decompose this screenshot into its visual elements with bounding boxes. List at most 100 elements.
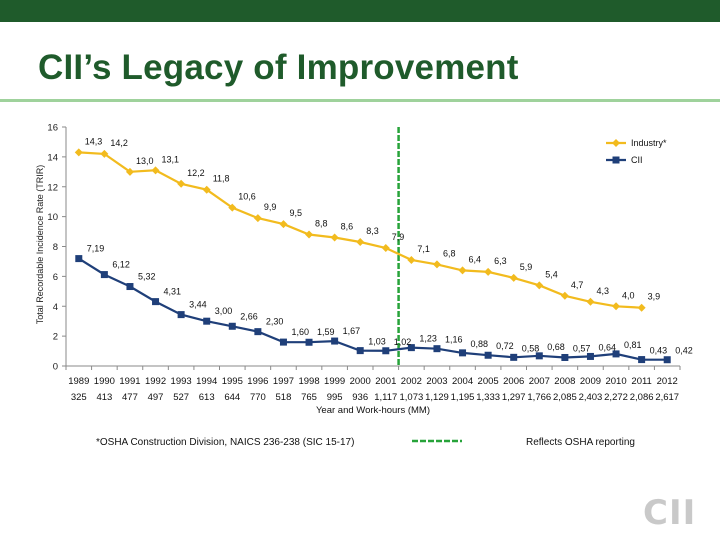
x-tick-label-year: 1996: [247, 376, 268, 387]
data-point-cii: [638, 356, 646, 364]
data-label-industry: 5,4: [545, 269, 558, 279]
data-point-industry: [100, 149, 109, 158]
data-label-cii: 5,32: [138, 272, 156, 282]
x-tick-label-workhours: 527: [173, 392, 189, 403]
x-tick-label-workhours: 1,766: [527, 392, 551, 403]
data-label-cii: 0,58: [522, 343, 540, 353]
data-point-industry: [305, 230, 314, 239]
data-label-cii: 3,00: [215, 306, 233, 316]
data-point-industry: [228, 203, 237, 212]
data-point-cii: [279, 338, 287, 346]
data-point-cii: [663, 356, 671, 364]
x-tick-label-workhours: 613: [199, 392, 215, 403]
data-label-industry: 6,4: [469, 254, 482, 264]
page-title: CII’s Legacy of Improvement: [38, 48, 519, 87]
legend-label-cii: CII: [631, 155, 643, 165]
data-label-cii: 0,68: [547, 342, 565, 352]
data-point-cii: [100, 271, 108, 279]
x-tick-label-year: 1992: [145, 376, 166, 387]
reference-line-note: Reflects OSHA reporting: [526, 437, 635, 448]
data-point-cii: [203, 317, 211, 325]
data-label-industry: 14,3: [85, 136, 103, 146]
data-label-cii: 7,19: [87, 244, 105, 254]
data-label-cii: 0,42: [675, 346, 693, 356]
data-label-industry: 12,2: [187, 168, 205, 178]
data-point-industry: [381, 243, 390, 252]
x-tick-label-year: 1998: [298, 376, 319, 387]
x-tick-label-workhours: 325: [71, 392, 87, 403]
data-point-industry: [432, 260, 441, 269]
y-tick-label: 4: [53, 302, 58, 313]
data-label-industry: 9,9: [264, 202, 277, 212]
x-tick-label-workhours: 1,073: [399, 392, 423, 403]
data-label-cii: 6,12: [112, 260, 130, 270]
x-tick-label-workhours: 1,333: [476, 392, 500, 403]
y-tick-label: 6: [53, 272, 58, 283]
data-label-cii: 0,72: [496, 341, 514, 351]
y-tick-label: 12: [47, 182, 58, 193]
data-label-cii: 1,60: [291, 327, 309, 337]
data-point-cii: [126, 283, 134, 291]
data-point-cii: [75, 255, 83, 263]
data-point-cii: [459, 349, 467, 357]
data-label-industry: 8,8: [315, 219, 328, 229]
x-axis-label: Year and Work-hours (MM): [316, 405, 430, 416]
data-point-cii: [228, 322, 236, 330]
x-tick-label-workhours: 2,086: [630, 392, 654, 403]
data-label-cii: 2,66: [240, 311, 258, 321]
data-label-industry: 7,1: [417, 244, 430, 254]
x-tick-label-workhours: 765: [301, 392, 317, 403]
data-point-cii: [177, 311, 185, 319]
x-tick-label-workhours: 995: [327, 392, 343, 403]
legend-marker-industry: [612, 139, 620, 147]
x-tick-label-year: 2009: [580, 376, 601, 387]
data-label-industry: 4,3: [596, 286, 609, 296]
x-tick-label-year: 2000: [350, 376, 371, 387]
x-tick-label-year: 2002: [401, 376, 422, 387]
y-tick-label: 0: [53, 362, 58, 373]
data-label-cii: 1,02: [394, 337, 412, 347]
data-point-cii: [484, 351, 492, 359]
x-tick-label-year: 2003: [426, 376, 447, 387]
data-label-industry: 11,8: [213, 174, 230, 184]
data-point-cii: [356, 347, 364, 355]
data-point-cii: [305, 338, 313, 346]
data-label-cii: 3,44: [189, 300, 207, 310]
x-tick-label-workhours: 518: [276, 392, 292, 403]
x-tick-label-workhours: 413: [96, 392, 112, 403]
x-tick-label-workhours: 497: [148, 392, 164, 403]
data-point-industry: [637, 303, 646, 312]
x-tick-label-year: 2004: [452, 376, 473, 387]
series-line-industry: [78, 151, 642, 309]
x-tick-label-workhours: 1,129: [425, 392, 449, 403]
data-point-industry: [612, 302, 621, 311]
data-point-industry: [356, 238, 365, 247]
data-label-cii: 0,81: [624, 340, 642, 350]
legend-marker-cii: [612, 156, 620, 164]
data-point-industry: [253, 214, 262, 223]
x-tick-label-workhours: 1,297: [502, 392, 526, 403]
data-label-cii: 1,23: [419, 334, 437, 344]
data-point-industry: [177, 179, 186, 188]
data-point-industry: [586, 297, 595, 306]
y-tick-label: 10: [47, 212, 58, 223]
data-label-cii: 0,43: [650, 346, 668, 356]
x-tick-label-year: 1991: [119, 376, 140, 387]
data-label-cii: 4,31: [164, 287, 182, 297]
data-point-industry: [151, 166, 160, 175]
x-tick-label-year: 1995: [222, 376, 243, 387]
x-tick-label-workhours: 936: [352, 392, 368, 403]
data-label-cii: 2,30: [266, 317, 284, 327]
data-label-industry: 4,0: [622, 290, 635, 300]
x-tick-label-workhours: 770: [250, 392, 266, 403]
data-point-industry: [74, 148, 83, 157]
x-tick-label-workhours: 2,272: [604, 392, 628, 403]
y-tick-label: 14: [47, 152, 58, 163]
data-label-industry: 8,6: [341, 222, 354, 232]
data-label-industry: 10,6: [238, 192, 256, 202]
data-label-cii: 0,88: [471, 339, 489, 349]
cii-logo: CII: [643, 493, 697, 533]
x-tick-label-year: 2010: [605, 376, 626, 387]
data-label-industry: 14,2: [110, 138, 128, 148]
